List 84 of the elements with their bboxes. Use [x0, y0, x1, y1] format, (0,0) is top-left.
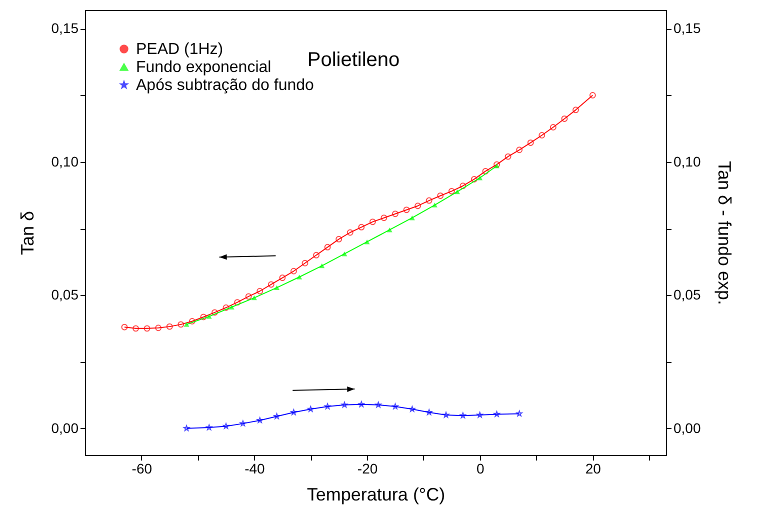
point	[155, 324, 162, 332]
point	[274, 285, 280, 290]
point	[504, 153, 512, 160]
point	[561, 115, 568, 122]
point	[527, 139, 534, 146]
x-tick-label: 0	[476, 460, 484, 476]
legend-label: Após subtração do fundo	[136, 77, 314, 94]
y2-axis-title: Tan δ - fundo exp.	[714, 160, 735, 306]
point	[240, 420, 246, 426]
point	[188, 318, 196, 324]
point	[426, 197, 432, 204]
y-tick-label: 0,05	[51, 286, 79, 303]
point	[403, 206, 410, 214]
point	[380, 214, 388, 222]
legend-label: Fundo exponencial	[136, 59, 272, 76]
x-tick-label: -40	[244, 460, 266, 476]
point	[437, 192, 444, 199]
point	[442, 412, 450, 418]
point	[386, 227, 392, 232]
point	[346, 229, 354, 236]
x-tick-label: -20	[357, 460, 378, 476]
text: Polietileno	[307, 49, 400, 71]
point	[324, 403, 331, 410]
point	[279, 274, 286, 282]
point	[206, 424, 212, 430]
y-tick-label: 0,10	[51, 153, 79, 170]
x-axis-title: Temperatura (°C)	[306, 484, 446, 504]
point	[268, 281, 274, 288]
point	[184, 322, 190, 327]
y-axis-title: Tan δ	[17, 210, 38, 256]
point	[245, 293, 252, 300]
y2-tick-label: 0,15	[674, 20, 701, 36]
point	[336, 236, 342, 242]
point	[409, 215, 415, 220]
point	[178, 321, 184, 328]
point	[414, 202, 422, 210]
point	[166, 323, 173, 330]
y2-tick-label: 0,05	[674, 286, 701, 303]
point	[448, 188, 455, 194]
point	[342, 251, 348, 256]
point	[200, 314, 207, 320]
point	[132, 325, 140, 332]
y-tick-label: 0,15	[51, 20, 79, 36]
point	[516, 146, 523, 154]
point	[222, 304, 230, 311]
x-tick-label: -60	[132, 460, 152, 476]
point	[290, 268, 297, 274]
point	[460, 182, 466, 190]
point	[341, 402, 348, 408]
point	[460, 412, 466, 418]
x-tick-label: 20	[585, 460, 602, 476]
point	[454, 189, 460, 194]
point	[296, 274, 302, 280]
point	[470, 176, 478, 182]
y-tick-label: 0,00	[51, 420, 79, 436]
point	[482, 168, 489, 174]
point	[369, 218, 376, 226]
point	[477, 176, 483, 180]
point	[319, 263, 325, 268]
point	[494, 161, 500, 168]
point	[222, 422, 230, 429]
point	[228, 304, 234, 310]
point	[364, 239, 370, 244]
point	[206, 314, 212, 319]
point	[392, 210, 398, 218]
point	[358, 224, 365, 230]
point	[234, 299, 241, 306]
point	[302, 260, 308, 266]
point	[538, 132, 546, 138]
point	[494, 164, 500, 168]
point	[572, 106, 579, 114]
y2-tick-label: 0,10	[674, 153, 701, 170]
legend-label: PEAD (1Hz)	[136, 41, 224, 58]
point	[183, 425, 190, 432]
point	[550, 124, 556, 130]
point	[432, 202, 438, 208]
point	[324, 244, 331, 250]
point	[212, 309, 218, 316]
point	[256, 288, 264, 294]
point	[426, 409, 432, 416]
y2-tick-label: 0,00	[674, 420, 701, 436]
point	[144, 325, 150, 332]
point	[313, 252, 320, 258]
point	[251, 295, 257, 300]
